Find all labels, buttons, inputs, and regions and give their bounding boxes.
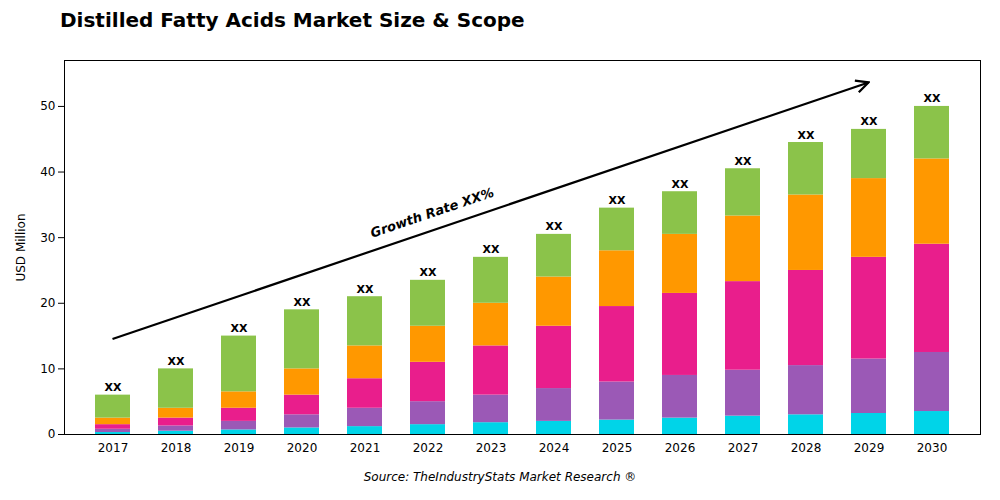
svg-text:2026: 2026 xyxy=(665,441,696,455)
svg-text:XX: XX xyxy=(924,92,941,105)
svg-text:XX: XX xyxy=(735,155,752,168)
svg-text:2024: 2024 xyxy=(539,441,570,455)
svg-text:20: 20 xyxy=(40,296,55,310)
svg-text:2017: 2017 xyxy=(98,441,129,455)
svg-text:XX: XX xyxy=(672,178,689,191)
svg-text:2025: 2025 xyxy=(602,441,633,455)
html-text:Distilled Fatty Acids Market S: Distilled Fatty Acids Market Size & Scop… xyxy=(60,8,525,32)
svg-text:2029: 2029 xyxy=(854,441,885,455)
svg-text:2028: 2028 xyxy=(791,441,822,455)
svg-text:XX: XX xyxy=(546,220,563,233)
svg-text:2023: 2023 xyxy=(476,441,507,455)
svg-text:30: 30 xyxy=(40,230,55,244)
svg-text:2021: 2021 xyxy=(350,441,381,455)
svg-text:0: 0 xyxy=(48,427,56,441)
svg-text:XX: XX xyxy=(861,115,878,128)
html-text:Source: TheIndustryStats Marke: Source: TheIndustryStats Market Research… xyxy=(363,470,637,484)
svg-text:40: 40 xyxy=(40,165,55,179)
svg-text:XX: XX xyxy=(483,243,500,256)
svg-text:XX: XX xyxy=(357,283,374,296)
svg-text:2018: 2018 xyxy=(161,441,192,455)
svg-text:USD Million: USD Million xyxy=(14,213,28,281)
svg-text:2022: 2022 xyxy=(413,441,444,455)
svg-text:XX: XX xyxy=(294,296,311,309)
svg-text:XX: XX xyxy=(168,355,185,368)
svg-text:XX: XX xyxy=(609,194,626,207)
svg-text:2030: 2030 xyxy=(917,441,948,455)
svg-text:Growth Rate XX%: Growth Rate XX% xyxy=(368,185,495,241)
svg-text:XX: XX xyxy=(105,381,122,394)
svg-text:XX: XX xyxy=(798,129,815,142)
svg-text:XX: XX xyxy=(231,322,248,335)
svg-text:50: 50 xyxy=(40,99,55,113)
svg-text:10: 10 xyxy=(40,362,55,376)
svg-text:2020: 2020 xyxy=(287,441,318,455)
svg-text:2019: 2019 xyxy=(224,441,255,455)
svg-text:XX: XX xyxy=(420,266,437,279)
svg-text:2027: 2027 xyxy=(728,441,759,455)
